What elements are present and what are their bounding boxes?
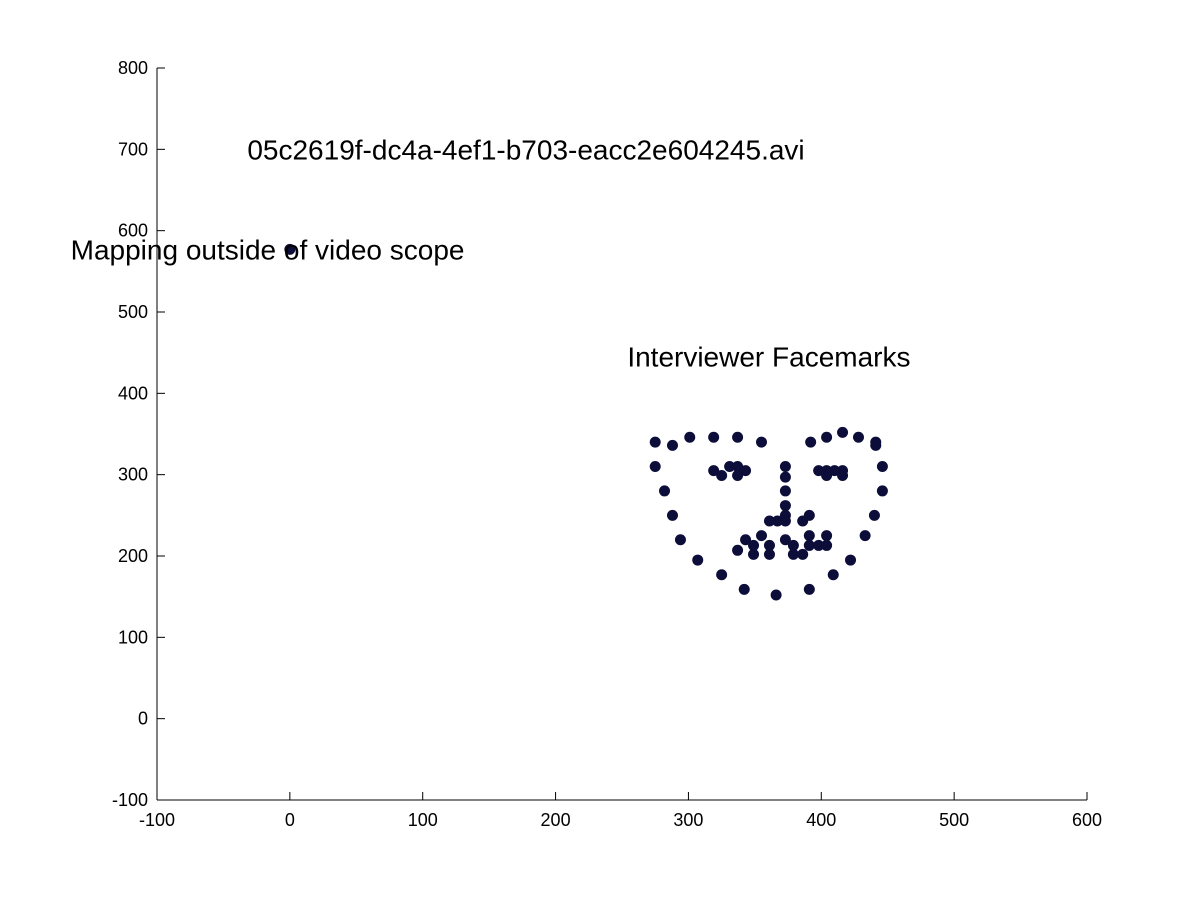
x-tick-label: 300 <box>673 810 703 830</box>
y-tick-label: 300 <box>118 465 148 485</box>
x-tick-label: 100 <box>408 810 438 830</box>
facemark-point <box>732 469 744 481</box>
facemark-point <box>813 539 825 551</box>
facemark-point <box>779 515 791 527</box>
facemark-point <box>779 500 791 512</box>
facemark-point <box>732 431 744 443</box>
facemark-point <box>779 461 791 473</box>
facemark-point <box>674 534 686 546</box>
facemark-point <box>770 589 782 601</box>
y-tick-label: 0 <box>138 709 148 729</box>
x-tick-label: 500 <box>939 810 969 830</box>
facemark-point <box>787 539 799 551</box>
facemark-point <box>748 548 760 560</box>
data-points <box>284 243 888 601</box>
facemark-point <box>870 439 882 451</box>
y-tick-label: 500 <box>118 302 148 322</box>
facemark-point <box>284 243 296 255</box>
y-tick-label: -100 <box>112 790 148 810</box>
facemark-point <box>666 509 678 521</box>
facemark-point <box>740 465 752 477</box>
y-tick-label: 200 <box>118 546 148 566</box>
y-tick-label: 100 <box>118 627 148 647</box>
y-tick-label: 700 <box>118 139 148 159</box>
x-tick-label: 400 <box>806 810 836 830</box>
axes <box>156 68 1087 801</box>
facemark-point <box>659 485 671 497</box>
annotation-outside: Mapping outside of video scope <box>71 234 465 265</box>
facemark-point <box>748 539 760 551</box>
x-tick-label: 0 <box>285 810 295 830</box>
facemark-point <box>666 439 678 451</box>
facemark-point <box>821 431 833 443</box>
facemark-point <box>821 539 833 551</box>
facemark-point <box>803 539 815 551</box>
facemark-point <box>803 509 815 521</box>
facemark-point <box>852 431 864 443</box>
facemark-point <box>803 530 815 542</box>
y-tick-label: 400 <box>118 383 148 403</box>
facemark-point <box>649 461 661 473</box>
facemark-point <box>724 461 736 473</box>
facemark-point <box>779 471 791 483</box>
facemark-point <box>763 548 775 560</box>
facemark-point <box>756 530 767 542</box>
facemark-point <box>845 554 857 566</box>
facemark-point <box>779 534 791 546</box>
annotation-facemarks: Interviewer Facemarks <box>627 342 910 373</box>
facemark-point <box>876 461 888 473</box>
facemark-point <box>821 530 833 542</box>
facemark-point <box>876 485 888 497</box>
facemark-point <box>684 431 696 443</box>
facemark-point <box>771 515 783 527</box>
facemark-point <box>868 509 880 521</box>
facemark-point <box>797 548 809 560</box>
facemark-point <box>829 465 841 477</box>
x-tick-label: 200 <box>541 810 571 830</box>
facemark-point <box>716 569 728 581</box>
y-tick-label: 800 <box>118 58 148 78</box>
facemark-point <box>708 465 720 477</box>
facemark-point <box>763 515 775 527</box>
facemark-point <box>732 544 744 556</box>
facemark-point <box>763 539 775 551</box>
facemark-point <box>708 431 720 443</box>
facemark-point <box>859 530 871 542</box>
facemark-point <box>827 569 839 581</box>
facemark-point <box>740 534 752 546</box>
facemark-point <box>787 548 799 560</box>
facemark-point <box>779 485 791 497</box>
x-tick-label: -100 <box>139 810 175 830</box>
ticks: -100 0 100 200 300 400 500 600 -100 0 100 200 300 400… <box>112 58 1102 830</box>
x-tick-label: 600 <box>1072 810 1102 830</box>
annotation-filename: 05c2619f-dc4a-4ef1-b703-eacc2e604245.avi <box>247 134 804 165</box>
facemark-point <box>692 554 704 566</box>
facemark-point <box>649 436 661 448</box>
facemark-point <box>837 469 849 481</box>
y-tick-label: 600 <box>118 221 148 241</box>
facemark-point <box>738 583 750 595</box>
facemark-point <box>716 469 728 481</box>
facemark-point <box>803 583 815 595</box>
annotations: 05c2619f-dc4a-4ef1-b703-eacc2e604245.avi… <box>71 134 911 372</box>
facemark-point <box>805 436 817 448</box>
facemark-point <box>837 426 849 438</box>
facemark-point <box>813 465 825 477</box>
facemark-point <box>756 436 767 448</box>
facemark-point <box>821 469 833 481</box>
